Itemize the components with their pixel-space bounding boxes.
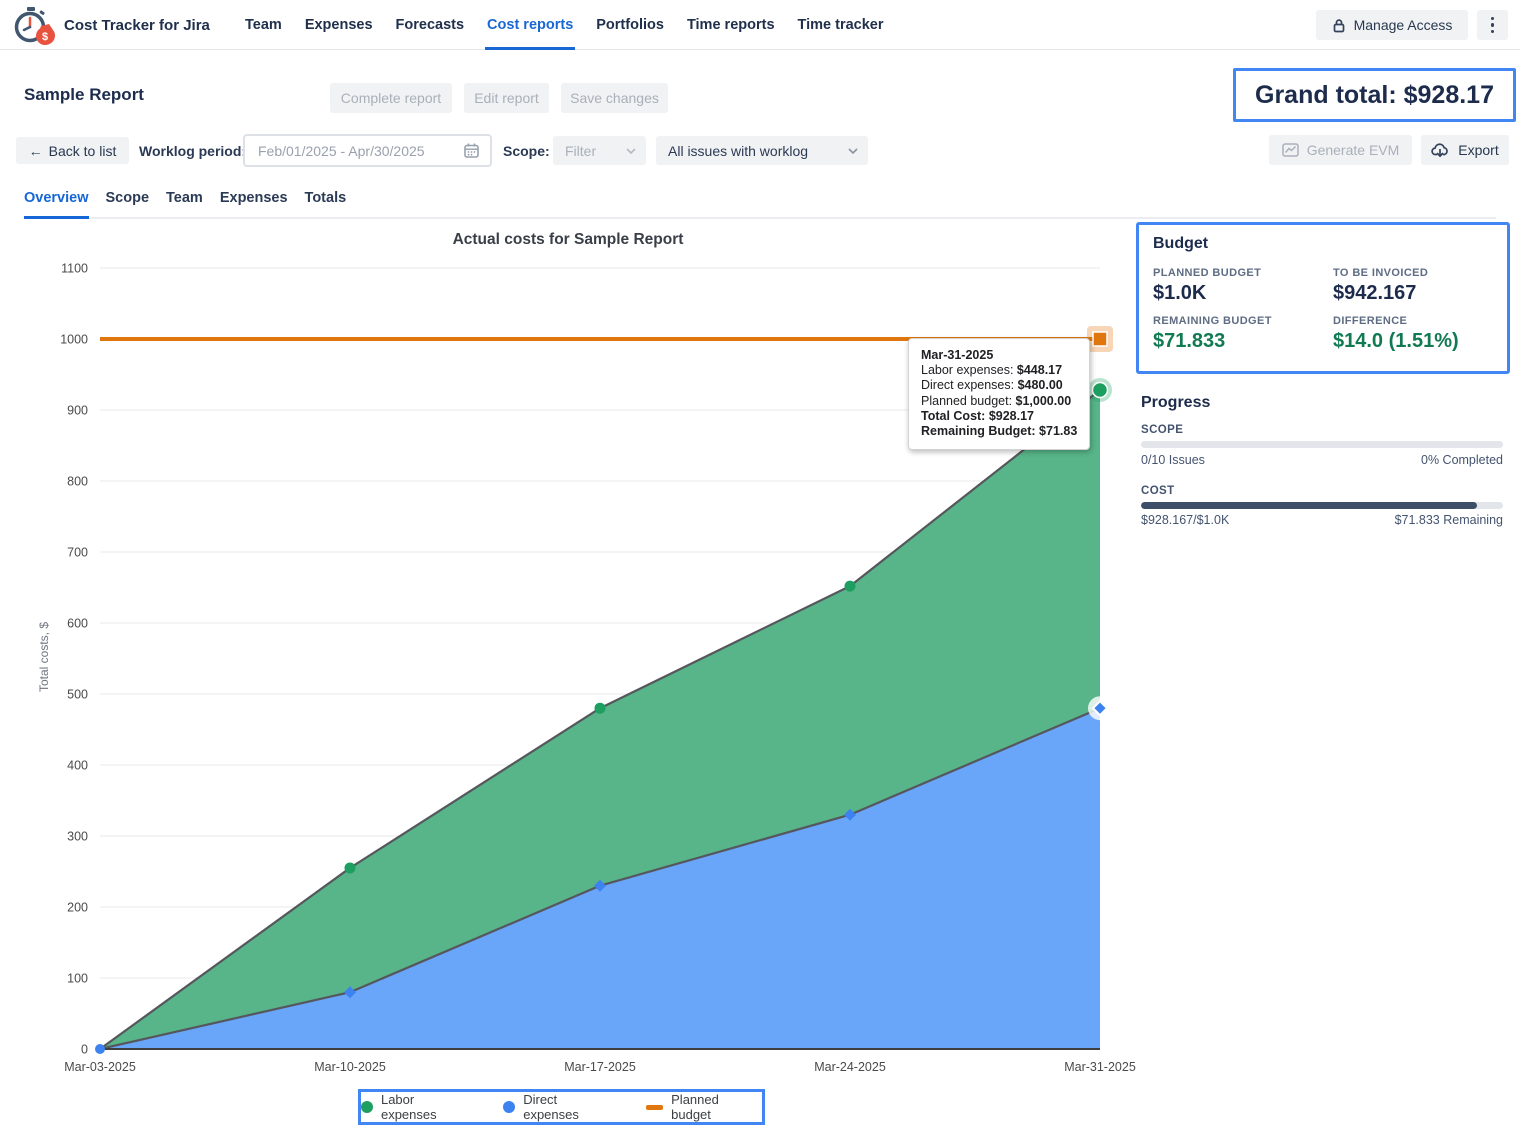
- app-title: Cost Tracker for Jira: [64, 16, 210, 34]
- planned-budget-dash: [646, 1104, 664, 1110]
- svg-text:100: 100: [67, 972, 88, 986]
- direct-series-dot: [503, 1101, 516, 1113]
- tooltip-date: Mar-31-2025: [921, 348, 994, 362]
- svg-text:0: 0: [81, 1043, 88, 1057]
- budget-title: Budget: [1153, 235, 1209, 252]
- budget-to-be-invoiced: TO BE INVOICED $942.167: [1333, 267, 1429, 304]
- generate-evm-label: Generate EVM: [1306, 142, 1400, 158]
- manage-access-label: Manage Access: [1353, 17, 1453, 33]
- chart-title: Actual costs for Sample Report: [452, 231, 684, 248]
- tooltip-row: Planned budget: $1,000.00: [921, 393, 1072, 408]
- tab-team[interactable]: Team: [166, 190, 203, 206]
- tooltip-row: Remaining Budget: $71.83: [921, 424, 1078, 439]
- back-to-list-label: Back to list: [48, 142, 117, 159]
- chart-tooltip: Mar-31-2025 Labor expenses: $448.17 Dire…: [908, 338, 1091, 451]
- legend-item-planned-budget: Planned budget: [646, 1092, 762, 1122]
- back-arrow-icon: ←: [28, 142, 43, 159]
- nav-item-team[interactable]: Team: [245, 17, 282, 33]
- tab-scope[interactable]: Scope: [105, 190, 150, 206]
- edit-report-button[interactable]: Edit report: [464, 83, 549, 113]
- report-tabs: Overview Scope Team Expenses Totals: [24, 190, 346, 219]
- scope-label: Scope:: [503, 143, 550, 159]
- svg-text:400: 400: [67, 759, 88, 773]
- svg-text:500: 500: [67, 688, 88, 702]
- export-label: Export: [1458, 142, 1499, 158]
- top-navigation-bar: $ Cost Tracker for Jira Team Expenses Fo…: [0, 0, 1520, 50]
- nav-item-cost-reports[interactable]: Cost reports: [485, 0, 575, 50]
- svg-text:1000: 1000: [60, 333, 88, 347]
- main-nav: Team Expenses Forecasts Cost reports Por…: [243, 0, 886, 50]
- complete-report-button[interactable]: Complete report: [330, 83, 452, 113]
- budget-planned: PLANNED BUDGET $1.0K: [1153, 267, 1262, 304]
- svg-text:600: 600: [67, 617, 88, 631]
- budget-panel: Budget PLANNED BUDGET $1.0K TO BE INVOIC…: [1136, 222, 1510, 374]
- lock-icon: [1332, 18, 1346, 33]
- cost-progress-label: COST: [1141, 485, 1175, 497]
- svg-text:Mar-31-2025: Mar-31-2025: [1064, 1060, 1136, 1074]
- scope-filter-value: Filter: [565, 142, 597, 159]
- manage-access-button[interactable]: Manage Access: [1316, 10, 1468, 40]
- scope-progress-label: SCOPE: [1141, 424, 1184, 436]
- save-changes-button[interactable]: Save changes: [561, 83, 668, 113]
- tab-totals[interactable]: Totals: [304, 190, 347, 206]
- chart-legend: Labor expenses Direct expenses Planned b…: [358, 1089, 765, 1125]
- tooltip-row: Total Cost: $928.17: [921, 408, 1035, 423]
- calendar-icon[interactable]: [463, 142, 480, 159]
- chevron-down-icon: [626, 147, 636, 154]
- tabs-divider: [24, 217, 1496, 219]
- tooltip-row: Labor expenses: $448.17: [921, 363, 1063, 378]
- svg-text:Mar-17-2025: Mar-17-2025: [564, 1060, 636, 1074]
- app-logo-icon: $: [14, 7, 55, 45]
- worklog-period-input[interactable]: [258, 142, 463, 159]
- nav-item-expenses[interactable]: Expenses: [304, 17, 373, 33]
- progress-title: Progress: [1141, 394, 1211, 411]
- scope-progress-bar: [1141, 441, 1503, 448]
- legend-item-labor: Labor expenses: [361, 1092, 473, 1122]
- nav-item-forecasts[interactable]: Forecasts: [395, 17, 465, 33]
- svg-text:1100: 1100: [61, 262, 88, 276]
- cloud-download-icon: [1431, 142, 1450, 158]
- svg-text:Mar-03-2025: Mar-03-2025: [64, 1060, 136, 1074]
- svg-text:900: 900: [67, 404, 88, 418]
- tooltip-row: Direct expenses: $480.00: [921, 378, 1063, 393]
- chevron-down-icon: [848, 147, 858, 154]
- svg-text:Mar-24-2025: Mar-24-2025: [814, 1060, 886, 1074]
- cost-progress-bar: [1141, 502, 1503, 509]
- worklog-period-input-wrap: [243, 134, 492, 167]
- cost-progress-fill: [1141, 502, 1477, 509]
- back-to-list-button[interactable]: ← Back to list: [16, 137, 129, 164]
- budget-difference: DIFFERENCE $14.0 (1.51%): [1333, 315, 1459, 352]
- svg-text:800: 800: [67, 475, 88, 489]
- svg-text:Mar-10-2025: Mar-10-2025: [314, 1060, 386, 1074]
- scope-filter-select[interactable]: Filter: [553, 136, 646, 165]
- worklog-period-label: Worklog period:: [139, 143, 247, 159]
- svg-text:200: 200: [67, 901, 88, 915]
- nav-item-time-reports[interactable]: Time reports: [686, 17, 775, 33]
- scope-progress-stats: 0/10 Issues 0% Completed: [1141, 453, 1503, 467]
- tab-overview[interactable]: Overview: [24, 190, 89, 219]
- issues-scope-select[interactable]: All issues with worklog: [656, 136, 868, 165]
- page-title: Sample Report: [24, 85, 144, 104]
- more-options-button[interactable]: [1477, 10, 1508, 40]
- legend-item-direct: Direct expenses: [503, 1092, 616, 1122]
- budget-remaining: REMAINING BUDGET $71.833: [1153, 315, 1272, 352]
- cost-progress-stats: $928.167/$1.0K $71.833 Remaining: [1141, 513, 1503, 527]
- svg-text:$: $: [42, 31, 48, 43]
- svg-text:700: 700: [67, 546, 88, 560]
- grand-total-badge: Grand total: $928.17: [1233, 68, 1516, 122]
- chart-line-icon: [1281, 143, 1299, 157]
- nav-item-portfolios[interactable]: Portfolios: [596, 17, 664, 33]
- svg-text:300: 300: [67, 830, 88, 844]
- tab-expenses[interactable]: Expenses: [219, 190, 288, 206]
- issues-scope-value: All issues with worklog: [668, 142, 809, 159]
- generate-evm-button[interactable]: Generate EVM: [1269, 135, 1412, 165]
- labor-series-dot: [361, 1101, 373, 1113]
- export-button[interactable]: Export: [1421, 135, 1509, 165]
- nav-item-time-tracker[interactable]: Time tracker: [797, 17, 884, 33]
